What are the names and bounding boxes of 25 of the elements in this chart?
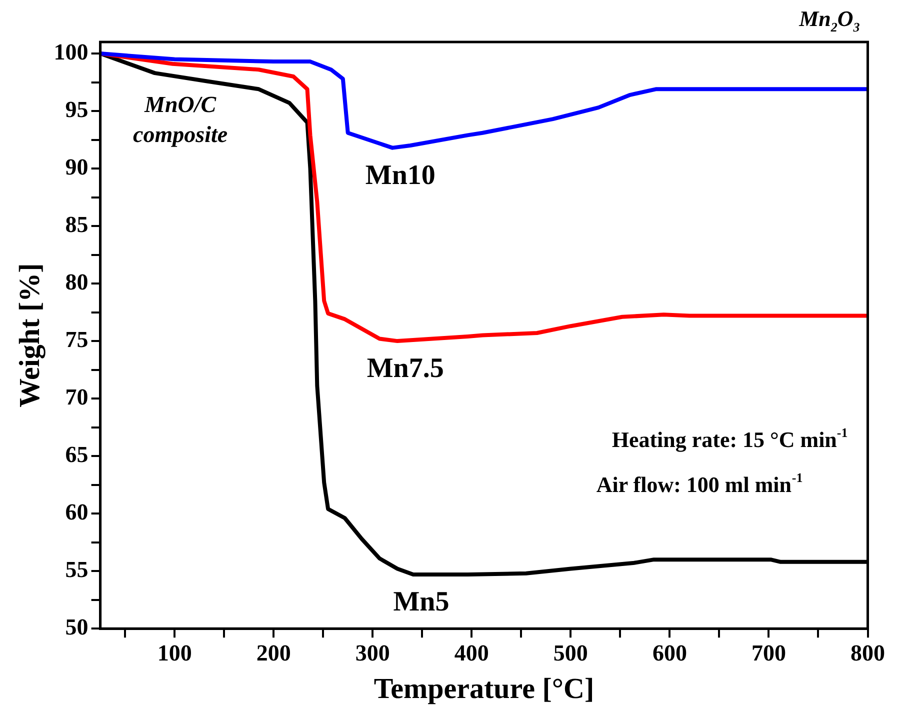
x-axis-title: Temperature [°C] [374, 673, 594, 706]
y-tick-label: 85 [65, 212, 88, 237]
series-label: Mn7.5 [366, 353, 444, 384]
y-tick-label: 50 [65, 614, 88, 640]
series-label: Mn5 [393, 586, 450, 618]
y-tick-label: 80 [65, 269, 88, 294]
y-tick-label: 55 [65, 557, 88, 582]
x-tick-label: 500 [553, 640, 588, 666]
y-axis-title: Weight [%] [14, 263, 46, 408]
y-tick-label: 90 [65, 154, 88, 180]
x-tick-label: 400 [454, 640, 489, 666]
y-tick-label: 75 [65, 326, 88, 352]
y-tick-label: 60 [65, 500, 88, 525]
y-tick-label: 70 [65, 384, 88, 410]
y-tick-label: 95 [65, 96, 88, 122]
x-tick-label: 800 [850, 640, 885, 666]
annotation: MnO/C composite [133, 92, 228, 147]
x-tick-label: 200 [256, 640, 291, 666]
y-tick-label: 100 [54, 39, 88, 64]
x-tick-label: 700 [751, 640, 786, 666]
series-label: Mn10 [365, 160, 436, 191]
x-tick-label: 100 [157, 640, 192, 666]
x-tick-label: 600 [652, 640, 687, 666]
x-tick-label: 300 [355, 640, 390, 666]
y-tick-label: 65 [65, 442, 88, 468]
